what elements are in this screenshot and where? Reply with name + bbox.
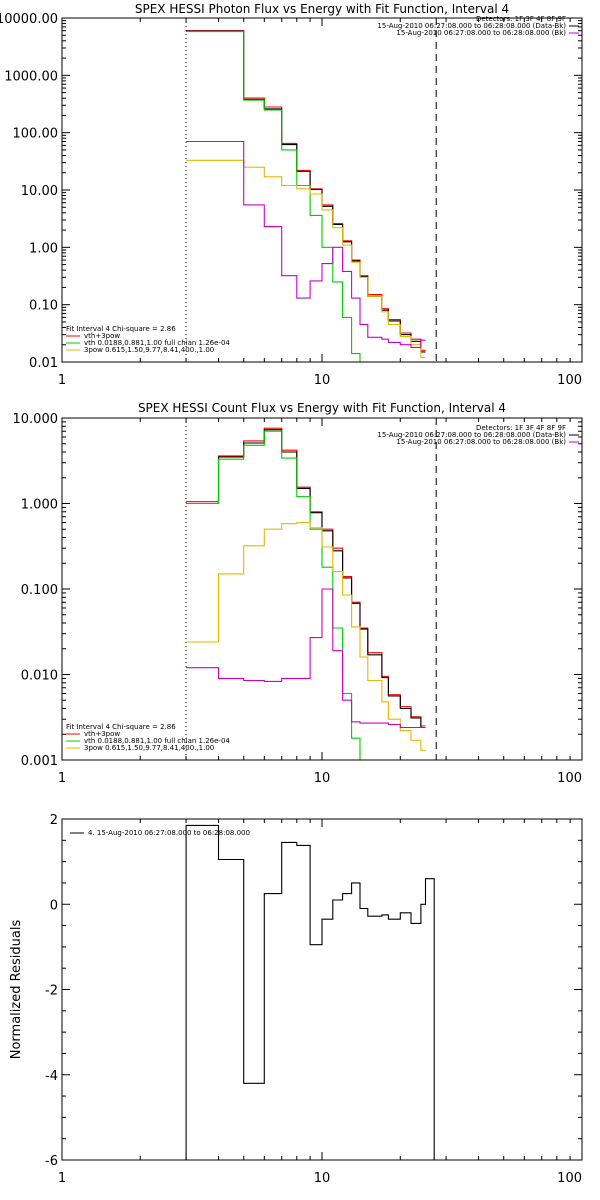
x-tick-label: 100 — [557, 373, 582, 388]
y-tick-label: 0.01 — [29, 356, 58, 371]
legend-entry: vth+3pow — [84, 730, 120, 738]
series-4-step-line — [186, 521, 426, 751]
y-tick-label: -6 — [45, 1154, 58, 1169]
y-tick-label: 1.00 — [29, 241, 58, 256]
series-2-step-line — [186, 429, 426, 729]
y-tick-label: -4 — [45, 1069, 58, 1084]
y-tick-label: 10.00 — [21, 184, 58, 199]
y-tick-label: 100.00 — [13, 127, 59, 142]
chart-panel-2: SPEX HESSI Count Flux vs Energy with Fit… — [13, 401, 583, 786]
series-3-step-line — [186, 430, 361, 760]
y-tick-label: 0.001 — [21, 754, 58, 769]
legend-title: Fit Interval 4 Chi-square = 2.86 — [66, 325, 176, 333]
header-line-2: 15-Aug-2010 06:27:08.000 to 06:28:08.000… — [377, 431, 566, 439]
chart-panel-3: 2 0 -2 -4 -61 10 100 4. 15-Aug-2010 06:27:08.00… — [9, 813, 583, 1186]
chart-panel-1: SPEX HESSI Photon Flux vs Energy with Fi… — [0, 2, 583, 388]
header-line-2: 15-Aug-2010 06:27:08.000 to 06:28:08.000… — [377, 22, 566, 30]
y-tick-label: 1.000 — [21, 498, 58, 513]
x-tick-label: 100 — [557, 1171, 582, 1186]
y-axis-label: Normalized Residuals — [9, 920, 24, 1060]
series-1-step-line — [186, 30, 426, 351]
plot-frame — [61, 17, 583, 363]
x-tick-label: 10 — [314, 771, 331, 786]
x-tick-label: 100 — [557, 771, 582, 786]
chart-title: SPEX HESSI Count Flux vs Energy with Fit… — [138, 401, 506, 415]
legend-title: Fit Interval 4 Chi-square = 2.86 — [66, 723, 176, 731]
header-line-1: Detectors: 1F 3F 4F 8F 9F — [476, 15, 566, 23]
series-5-step-line — [186, 140, 426, 348]
series-1-step-line — [185, 824, 435, 1160]
series-3-step-line — [186, 31, 361, 362]
y-tick-label: -2 — [45, 984, 58, 999]
plot-frame — [61, 417, 583, 761]
series-5-step-line — [186, 588, 426, 729]
series-1-step-line — [186, 427, 426, 727]
y-tick-label: 0 — [50, 898, 58, 913]
x-tick-label: 1 — [58, 373, 66, 388]
series-4-step-line — [186, 159, 426, 359]
series-2-step-line — [186, 30, 426, 353]
y-tick-label: 2 — [50, 813, 58, 828]
header-line-1: Detectors: 1F 3F 4F 8F 9F — [476, 424, 566, 432]
legend-entry: 4. 15-Aug-2010 06:27:08.000 to 06:28:08.… — [88, 829, 250, 837]
header-line-3: 15-Aug-2010 06:27:08.000 to 06:28:08.000… — [396, 29, 566, 37]
x-tick-label: 1 — [58, 771, 66, 786]
y-tick-label: 0.10 — [29, 299, 58, 314]
legend-entry: 3pow 0.615,1.50,9.77,8.41,400.,1.00 — [84, 346, 214, 354]
plot-frame — [61, 818, 583, 1161]
legend-entry: vth 0.0188,0.881,1.00 full chian 1.26e-0… — [84, 339, 230, 347]
x-tick-label: 10 — [314, 373, 331, 388]
y-tick-label: 1000.00 — [4, 69, 58, 84]
y-tick-label: 0.010 — [21, 669, 58, 684]
legend-entry: 3pow 0.615,1.50,9.77,8.41,400.,1.00 — [84, 744, 214, 752]
header-line-3: 15-Aug-2010 06:27:08.000 to 06:28:08.000… — [396, 438, 566, 446]
legend-entry: vth 0.0188,0.881,1.00 full chian 1.26e-0… — [84, 737, 230, 745]
legend-entry: vth+3pow — [84, 332, 120, 340]
y-tick-label: 0.100 — [21, 583, 58, 598]
chart-title: SPEX HESSI Photon Flux vs Energy with Fi… — [135, 2, 509, 16]
x-tick-label: 1 — [58, 1171, 66, 1186]
y-tick-label: 10000.00 — [0, 12, 58, 27]
x-tick-label: 10 — [314, 1171, 331, 1186]
y-tick-label: 10.000 — [13, 412, 59, 427]
